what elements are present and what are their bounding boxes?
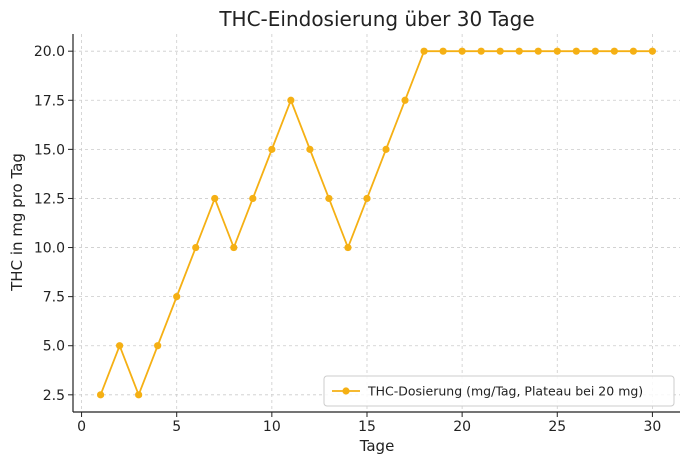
data-point xyxy=(496,47,504,55)
chart-title: THC-Eindosierung über 30 Tage xyxy=(218,7,534,31)
data-point xyxy=(325,194,333,203)
x-tick-label: 5 xyxy=(172,419,181,435)
data-point xyxy=(610,47,618,55)
data-point xyxy=(211,194,219,203)
data-point xyxy=(344,243,352,252)
x-tick-label: 0 xyxy=(77,419,86,435)
data-point xyxy=(439,47,447,55)
data-point xyxy=(382,145,390,153)
data-point xyxy=(401,96,409,104)
x-axis-label: Tage xyxy=(359,437,395,455)
x-tick-label: 25 xyxy=(548,419,566,435)
y-tick-label: 15.0 xyxy=(34,142,65,158)
data-point xyxy=(477,47,485,55)
x-tick-label: 15 xyxy=(358,419,376,435)
data-point xyxy=(135,391,143,399)
data-point xyxy=(154,342,162,350)
data-point xyxy=(173,293,181,301)
data-point xyxy=(629,47,637,55)
data-point xyxy=(116,342,124,350)
data-point xyxy=(268,145,276,153)
y-tick-label: 5.0 xyxy=(43,339,65,355)
x-tick-label: 10 xyxy=(263,419,281,435)
y-tick-label: 2.5 xyxy=(43,388,65,404)
data-point xyxy=(192,243,200,252)
legend-marker xyxy=(342,387,350,395)
x-tick-label: 20 xyxy=(453,419,471,435)
data-point xyxy=(591,47,599,55)
data-point xyxy=(553,47,561,55)
data-point xyxy=(287,96,295,104)
data-point xyxy=(534,47,542,55)
data-point xyxy=(306,145,314,153)
data-point xyxy=(230,243,238,252)
y-tick-label: 7.5 xyxy=(43,290,65,306)
data-point xyxy=(96,391,105,399)
y-axis-label: THC in mg pro Tag xyxy=(8,153,26,292)
data-line xyxy=(99,50,653,398)
data-point xyxy=(648,47,657,55)
legend-label: THC-Dosierung (mg/Tag, Plateau bei 20 mg… xyxy=(367,384,643,399)
x-tick-label: 30 xyxy=(643,419,661,435)
data-point xyxy=(572,47,580,55)
legend-box xyxy=(323,375,675,407)
data-point xyxy=(458,47,466,55)
y-tick-label: 10.0 xyxy=(34,241,65,257)
y-tick-label: 17.5 xyxy=(34,93,65,109)
data-point xyxy=(249,194,257,203)
data-point xyxy=(363,194,371,203)
data-point xyxy=(515,47,523,55)
y-tick-label: 12.5 xyxy=(34,191,65,207)
data-point xyxy=(420,47,428,55)
y-tick-label: 20.0 xyxy=(34,44,65,60)
